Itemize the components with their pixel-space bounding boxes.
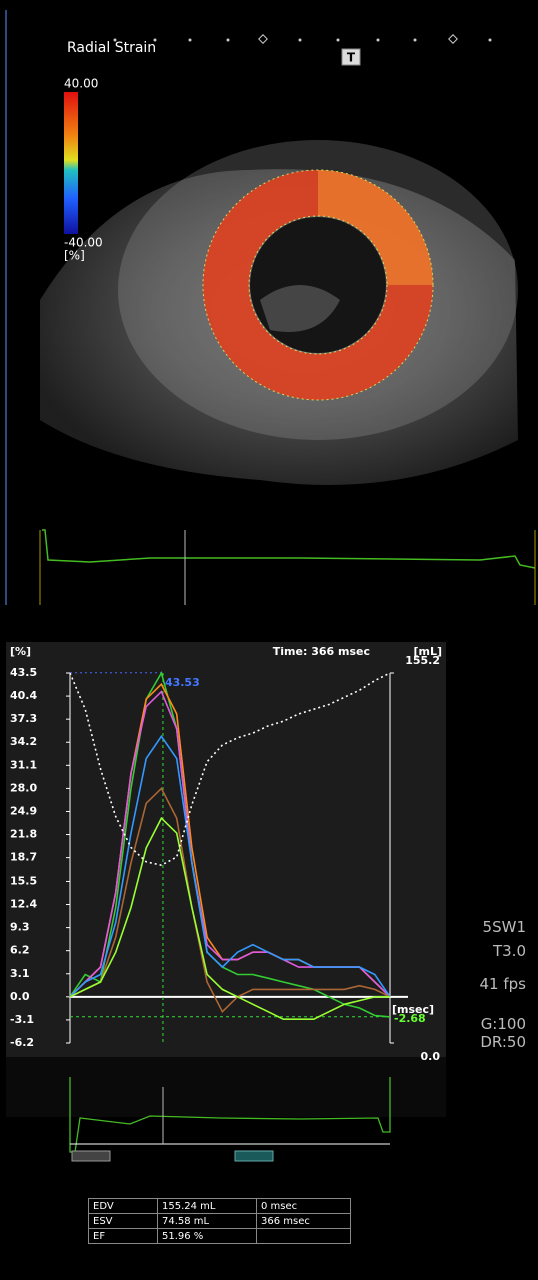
depth-markers	[113, 34, 492, 44]
y-tick-label: 24.9	[10, 804, 37, 817]
side-info: 5SW1	[482, 918, 526, 936]
peak-label: 43.53	[165, 676, 200, 689]
y2-axis-label: [mL]	[413, 645, 442, 658]
cavity	[250, 217, 386, 353]
series-line	[69, 672, 391, 867]
scale-unit: [%]	[64, 249, 85, 263]
y2-tick-label: 155.2	[405, 654, 440, 667]
y-tick-label: 18.7	[10, 851, 37, 864]
series-line	[69, 734, 391, 998]
y-tick-label: 6.2	[10, 944, 30, 957]
side-info: T3.0	[492, 942, 526, 960]
x-axis-label: [msec]	[392, 1003, 434, 1016]
scroll-left-button[interactable]	[71, 1150, 111, 1162]
strain-panel: [%] Time: 366 msec [mL] [msec] 43.5 40.4 3…	[0, 612, 538, 1280]
y-tick-label: 9.3	[10, 921, 30, 934]
cell: 366 msec	[256, 1213, 351, 1229]
epi-border	[202, 169, 434, 401]
scale-max: 40.00	[64, 77, 98, 91]
y-tick-label: 15.5	[10, 874, 37, 887]
scroll-right-button[interactable]	[234, 1150, 274, 1162]
t-button[interactable]	[341, 48, 361, 66]
cell: 51.96 %	[157, 1228, 257, 1244]
y-tick-label: 28.0	[10, 781, 37, 794]
t-button-label[interactable]: T	[347, 51, 356, 65]
strain-ring-highlight	[317, 170, 433, 286]
cell: EDV	[88, 1198, 158, 1214]
end-label: -2.68	[394, 1012, 426, 1025]
cell: 155.24 mL	[157, 1198, 257, 1214]
series-line	[69, 787, 391, 1014]
y-tick-label: 21.8	[10, 828, 37, 841]
y-tick-label: 40.4	[10, 689, 37, 702]
endo-border	[248, 215, 388, 355]
series-line	[69, 816, 390, 1020]
color-bar	[64, 92, 78, 234]
y-tick-label: -6.2	[10, 1036, 34, 1049]
cell: 74.58 mL	[157, 1213, 257, 1229]
y-tick-label: 3.1	[10, 967, 30, 980]
y-axis-label: [%]	[10, 645, 31, 658]
echo-panel: Radial Strain T 40.00 -40.00 [%]	[0, 0, 538, 612]
volume-table: EDV 155.24 mL 0 msec ESV 74.58 mL 366 msec E…	[88, 1198, 351, 1244]
papillary	[260, 285, 340, 332]
y-tick-label: 0.0	[10, 990, 30, 1003]
scale-min: -40.00	[64, 236, 103, 250]
time-label: Time: 366 msec	[273, 645, 370, 658]
y-tick-label: 43.5	[10, 666, 37, 679]
y-tick-label: 12.4	[10, 898, 37, 911]
y-tick-label: 31.1	[10, 758, 37, 771]
y-tick-label: -3.1	[10, 1013, 34, 1026]
side-info: 41 fps	[479, 975, 526, 993]
side-info: G:100	[480, 1015, 526, 1033]
side-info: DR:50	[480, 1033, 526, 1051]
cell: 0 msec	[256, 1198, 351, 1214]
strip-gap	[6, 1057, 446, 1117]
cell: ESV	[88, 1213, 158, 1229]
cell	[256, 1228, 351, 1244]
y-tick-label: 37.3	[10, 712, 37, 725]
series-line	[69, 670, 391, 1018]
y-tick-label: 34.2	[10, 735, 37, 748]
y2-tick-label: 0.0	[421, 1050, 441, 1063]
mode-title: Radial Strain	[67, 40, 156, 56]
cell: EF	[88, 1228, 158, 1244]
ecg-trace	[42, 529, 536, 569]
